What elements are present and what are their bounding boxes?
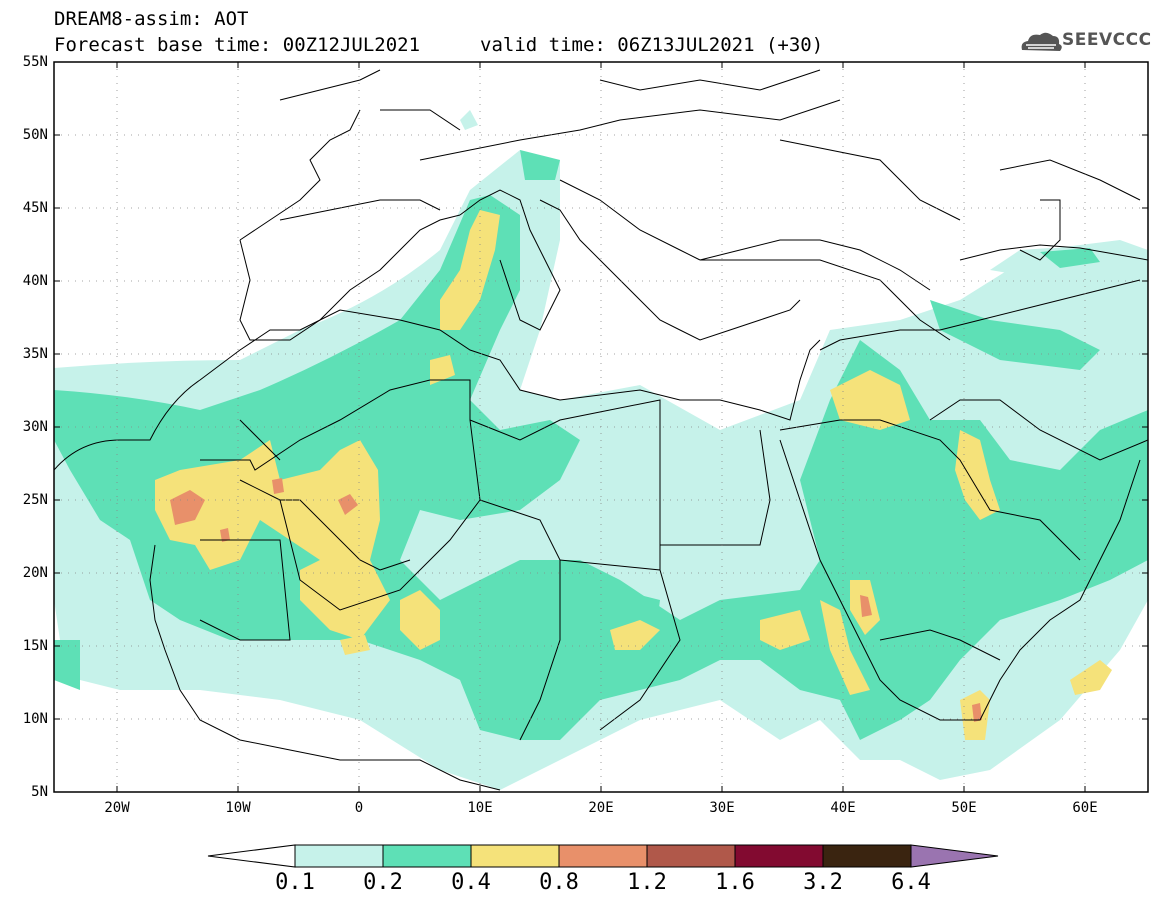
lat-label-30n: 30N [22,419,48,435]
legend-swatch-3 [470,844,560,868]
lon-label-10w: 10W [225,800,251,816]
legend-swatch-2 [382,844,472,868]
lat-label-10n: 10N [22,711,48,727]
aot-region-0-8 [170,478,982,722]
lon-label-50e: 50E [951,800,977,816]
lat-label-5n: 5N [31,784,48,800]
legend-label-3-2: 3.2 [803,870,843,895]
lon-label-0: 0 [354,800,364,816]
lon-label-40e: 40E [830,800,856,816]
coastlines [54,69,1148,791]
lon-label-30e: 30E [709,800,735,816]
legend-label-6-4: 6.4 [891,870,931,895]
lat-label-25n: 25N [22,492,48,508]
lat-label-35n: 35N [22,346,48,362]
lat-label-15n: 15N [22,638,48,654]
legend-swatch-6 [734,844,824,868]
legend-label-1-2: 1.2 [627,870,667,895]
lon-label-60e: 60E [1072,800,1098,816]
lat-label-40n: 40N [22,273,48,289]
legend-label-0-2: 0.2 [363,870,403,895]
aot-region-0-4 [155,210,1112,740]
lon-label-20w: 20W [104,800,130,816]
forecast-base-time: Forecast base time: 00Z12JUL2021 [54,34,421,56]
tick-marks [54,61,1148,792]
legend-label-0-1: 0.1 [275,870,315,895]
lat-label-55n: 55N [22,54,48,70]
legend-label-1-6: 1.6 [715,870,755,895]
map-title: DREAM8-assim: AOT [54,8,249,30]
logo-text: SEEVCCC [1062,30,1152,50]
legend-swatch-7 [822,844,912,868]
lat-label-20n: 20N [22,565,48,581]
legend-swatch-under [207,844,296,868]
legend-swatch-4 [558,844,648,868]
lon-label-10e: 10E [467,800,493,816]
country-borders [199,69,1148,741]
valid-time: valid time: 06Z13JUL2021 (+30) [480,34,824,56]
legend-label-0-4: 0.4 [451,870,491,895]
legend-swatch-5 [646,844,736,868]
lon-label-20e: 20E [588,800,614,816]
lat-label-45n: 45N [22,200,48,216]
cloud-icon [1021,32,1062,51]
legend-swatch-1 [294,844,384,868]
legend-swatch-over [910,844,999,868]
graticule [54,62,1148,792]
legend-label-0-8: 0.8 [539,870,579,895]
lat-label-50n: 50N [22,127,48,143]
